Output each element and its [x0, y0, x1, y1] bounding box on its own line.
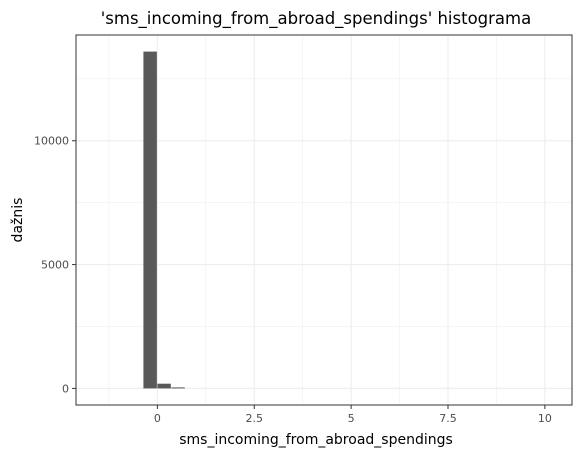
histogram-bar — [143, 51, 157, 389]
x-tick-label: 10 — [538, 412, 552, 425]
x-axis-title: sms_incoming_from_abroad_spendings — [179, 432, 453, 448]
y-tick-label: 5000 — [41, 259, 69, 272]
panel-border — [75, 34, 573, 406]
y-tick-label: 0 — [62, 382, 69, 395]
axis-ticks: 0 2.5 5 7.5 10 0 5000 10000 — [34, 135, 552, 425]
x-tick-label: 2.5 — [246, 412, 264, 425]
histogram-bars — [143, 51, 185, 389]
y-axis-title: dažnis — [10, 198, 26, 243]
x-tick-label: 7.5 — [439, 412, 457, 425]
x-tick-label: 0 — [154, 412, 161, 425]
x-tick-label: 5 — [348, 412, 355, 425]
histogram-bar — [171, 387, 185, 389]
chart-title: 'sms_incoming_from_abroad_spendings' his… — [101, 9, 531, 29]
histogram-bar — [157, 383, 171, 389]
y-tick-label: 10000 — [34, 135, 69, 148]
